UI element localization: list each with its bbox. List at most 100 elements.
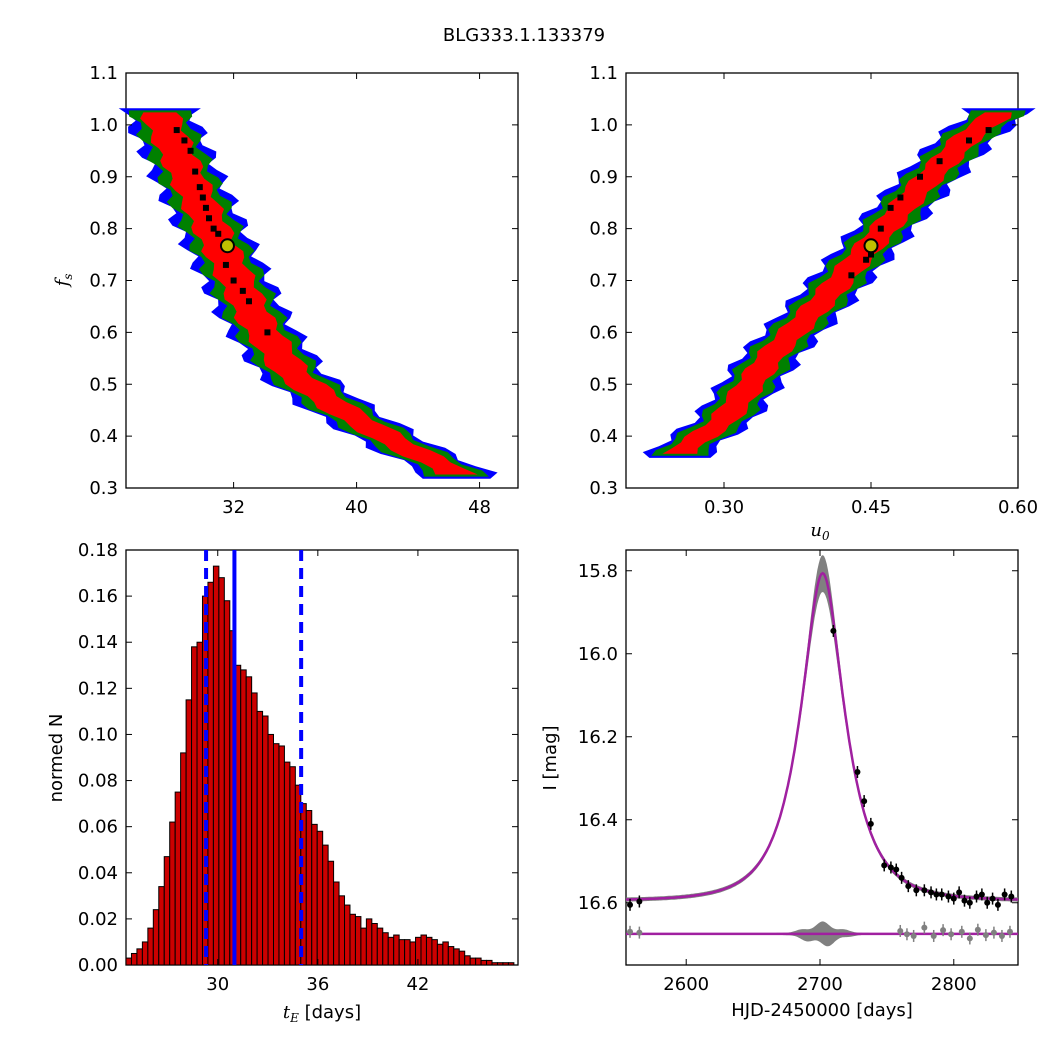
- y-tick-label: 0.9: [89, 167, 118, 188]
- posterior-sample-point: [181, 137, 188, 144]
- histogram-bar: [278, 745, 285, 966]
- residual-point: [897, 927, 904, 934]
- region-2sigma: [128, 110, 489, 477]
- histogram-bar: [147, 927, 154, 966]
- posterior-sample-point: [199, 194, 206, 201]
- xlabel-hjd: HJD-2450000 [days]: [731, 1000, 913, 1021]
- data-point: [881, 862, 888, 869]
- y-tick-label: 0.7: [589, 271, 618, 292]
- histogram-bar: [311, 823, 318, 966]
- data-point: [867, 820, 874, 827]
- residual-point: [930, 932, 937, 939]
- region-1sigma: [140, 112, 478, 475]
- ylabel-i-mag: I [mag]: [540, 725, 561, 790]
- histogram-bar: [398, 939, 406, 966]
- axis-ticks: 32 40 48 0.3 0.4 0.5 0.6 0.7 0.8 0.9 1.0 1.1: [89, 63, 518, 518]
- y-tick-label: 0.4: [589, 426, 618, 447]
- y-tick-label: 0.16: [78, 586, 118, 607]
- x-tick-label: 40: [345, 497, 368, 518]
- axis-ticks: 0.30 0.45 0.60 0.3 0.4 0.5 0.6 0.7 0.8 0.9 1.0 1.1: [589, 63, 1038, 518]
- best-fit-marker: [219, 238, 235, 254]
- residual-point: [998, 932, 1005, 939]
- histogram-bar: [245, 676, 253, 966]
- data-point: [933, 891, 940, 898]
- histogram-bar: [283, 761, 291, 966]
- histogram-bar: [486, 959, 493, 966]
- posterior-sample-point: [848, 272, 855, 279]
- histogram-bar: [469, 957, 477, 966]
- residual-point: [921, 924, 928, 931]
- histogram-bar: [480, 959, 488, 966]
- posterior-sample-point: [196, 184, 203, 191]
- data-point: [994, 901, 1001, 908]
- confidence-region: [642, 108, 1036, 458]
- y-tick-label: 1.1: [589, 63, 618, 84]
- histogram-bar: [305, 810, 313, 966]
- posterior-sample-point: [863, 256, 870, 263]
- data-point: [1008, 893, 1015, 900]
- histogram-bar: [382, 932, 389, 966]
- posterior-sample-point: [222, 261, 229, 268]
- y-tick-label: 0.08: [78, 771, 118, 792]
- posterior-sample-point: [966, 137, 972, 144]
- histogram-bar: [344, 904, 351, 966]
- data-point: [950, 895, 957, 902]
- data-point: [830, 627, 837, 634]
- histogram-bar: [491, 962, 498, 966]
- histogram-bar: [442, 941, 449, 966]
- posterior-sample-point: [202, 204, 209, 211]
- histogram-bar: [458, 950, 466, 966]
- data-point: [956, 889, 963, 896]
- y-tick-label: 0.04: [78, 863, 118, 884]
- data-point: [938, 891, 945, 898]
- y-tick-label: 0.12: [78, 678, 118, 699]
- histogram-bar: [316, 830, 324, 966]
- residual-point: [958, 928, 965, 935]
- data-point: [1001, 891, 1008, 898]
- histogram-bar: [256, 710, 264, 966]
- ylabel-fs: fs: [52, 274, 75, 289]
- histogram-bar: [404, 939, 411, 966]
- histogram-bar: [207, 581, 214, 966]
- data-point: [961, 897, 968, 904]
- residual-point: [910, 932, 917, 939]
- y-tick-label: 1.0: [89, 115, 118, 136]
- histogram-bar: [475, 957, 482, 966]
- y-tick-label: 0.9: [589, 167, 618, 188]
- lightcurve-plot-area: [626, 555, 1018, 947]
- model-curve: [626, 571, 1018, 901]
- histogram-bar: [201, 595, 209, 966]
- histogram-bar: [180, 752, 187, 966]
- figure-title: BLG333.1.133379: [443, 25, 605, 46]
- y-tick-label: 16.4: [578, 810, 618, 831]
- histogram-bar: [289, 766, 296, 966]
- data-point: [928, 889, 935, 896]
- histogram-bar: [360, 927, 367, 966]
- confidence-region: [118, 108, 498, 479]
- histogram-bar: [136, 948, 143, 966]
- data-point: [913, 887, 920, 894]
- histogram-bar: [376, 927, 384, 966]
- y-tick-label: 1.1: [89, 63, 118, 84]
- x-tick-label: 32: [222, 497, 245, 518]
- histogram-bar: [273, 743, 280, 966]
- histogram-bar: [349, 913, 356, 966]
- panel-te-histogram: 30 36 42 0.00 0.02 0.04 0.06 0.08 0.10 0.12 0.14 0.…: [46, 540, 519, 1025]
- data-point: [905, 883, 912, 890]
- posterior-sample-point: [985, 127, 992, 134]
- y-tick-label: 0.02: [78, 909, 118, 930]
- residual-point: [627, 928, 634, 935]
- histogram-bar: [163, 856, 171, 966]
- y-tick-label: 16.2: [578, 727, 618, 748]
- data-point: [989, 895, 996, 902]
- data-point: [898, 874, 905, 881]
- lightcurve-content: [626, 555, 1018, 947]
- data-point: [861, 798, 868, 805]
- residual-point: [903, 931, 910, 938]
- y-tick-label: 0.8: [589, 219, 618, 240]
- y-tick-label: 0.5: [589, 374, 618, 395]
- histogram-bar: [496, 962, 504, 966]
- y-tick-label: 16.0: [578, 644, 618, 665]
- posterior-sample-point: [868, 251, 874, 258]
- y-tick-label: 0.6: [589, 322, 618, 343]
